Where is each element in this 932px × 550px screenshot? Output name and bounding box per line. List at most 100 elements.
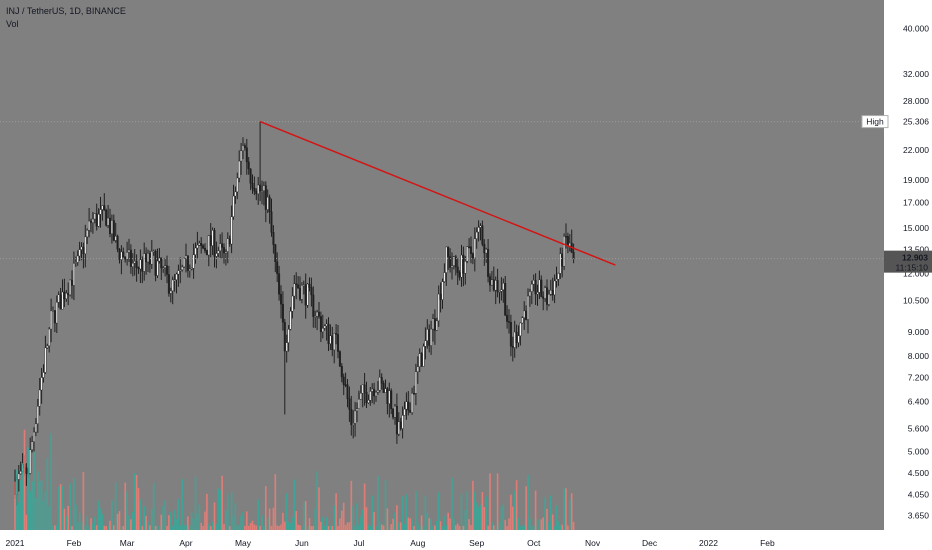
candle-body: [490, 279, 493, 286]
candle-body: [36, 406, 39, 425]
volume-bar: [521, 525, 524, 530]
candle-body: [160, 257, 163, 269]
candle-body: [203, 247, 206, 251]
volume-bar: [323, 525, 326, 530]
volume-bar: [367, 524, 370, 530]
time-tick-label: Mar: [120, 538, 135, 548]
volume-bar: [352, 506, 354, 530]
volume-bar: [56, 525, 58, 530]
candle-body: [183, 258, 186, 268]
volume-bar: [403, 523, 406, 530]
volume-bar: [358, 524, 360, 530]
candle-body: [65, 292, 68, 300]
volume-bar: [299, 525, 301, 530]
volume-bar: [420, 515, 423, 530]
candle-body: [31, 441, 34, 450]
price-tick-label: 15.000: [903, 223, 929, 233]
volume-bar: [168, 515, 170, 530]
candle-body: [557, 273, 560, 280]
candle-body: [112, 220, 115, 241]
candle-body: [61, 291, 64, 310]
volume-bar: [124, 482, 126, 530]
candle-body: [232, 195, 235, 217]
candle-body: [207, 235, 210, 256]
volume-bar: [46, 458, 49, 530]
volume-bar: [536, 519, 539, 530]
candle-body: [213, 230, 216, 257]
volume-bar: [247, 525, 250, 530]
candle-body: [352, 423, 355, 426]
candle-body: [319, 316, 322, 333]
candle-body: [289, 310, 292, 330]
volume-bar: [453, 519, 455, 530]
volume-bar: [375, 525, 377, 530]
volume-bar: [23, 429, 26, 530]
candle-body: [346, 384, 349, 399]
volume-bar: [413, 525, 415, 530]
volume-bar: [263, 525, 265, 530]
candle-body: [422, 346, 425, 367]
volume-bar: [390, 524, 392, 530]
candle-body: [371, 388, 374, 392]
candle-body: [253, 187, 256, 192]
candle-body: [513, 331, 516, 348]
candle-body: [67, 292, 70, 296]
volume-bar: [411, 519, 413, 530]
volume-label[interactable]: Vol: [6, 19, 19, 29]
volume-bar: [86, 516, 88, 530]
volume-bar: [360, 516, 362, 530]
symbol-title[interactable]: INJ / TetherUS, 1D, BINANCE: [6, 6, 126, 16]
candle-body: [164, 265, 167, 269]
candle-body: [399, 421, 402, 429]
volume-bar: [194, 476, 197, 530]
candle-body: [78, 249, 81, 257]
volume-bar: [456, 523, 459, 530]
candle-body: [452, 256, 455, 266]
volume-bar: [295, 510, 297, 530]
volume-bar: [215, 524, 218, 530]
volume-bar: [489, 473, 491, 530]
candle-body: [17, 473, 20, 480]
candle-body: [278, 273, 281, 295]
candle-body: [97, 214, 100, 227]
volume-bar: [504, 520, 506, 530]
volume-bar: [434, 525, 436, 530]
candle-body: [357, 398, 360, 409]
volume-bar: [19, 480, 22, 530]
candle-body: [479, 225, 482, 228]
volume-bar: [113, 525, 115, 530]
volume-bar: [304, 501, 307, 530]
candle-body: [276, 261, 279, 274]
candle-body: [297, 284, 300, 289]
volume-bar: [407, 517, 410, 530]
candle-body: [105, 210, 108, 226]
volume-bar: [209, 525, 212, 530]
time-tick-label: Jul: [353, 538, 364, 548]
candle-body: [384, 388, 387, 393]
volume-bar: [563, 488, 565, 530]
volume-bar: [126, 491, 128, 530]
candle-body: [318, 311, 321, 317]
candle-body: [424, 340, 427, 347]
candle-body: [498, 291, 501, 293]
volume-bar: [399, 522, 402, 530]
volume-bar: [346, 522, 349, 530]
candle-body: [80, 246, 83, 250]
volume-bar: [61, 485, 64, 530]
volume-bar: [415, 491, 417, 530]
candle-body: [333, 333, 336, 351]
volume-bar: [398, 522, 400, 530]
candle-body: [348, 398, 351, 410]
candle-body: [430, 328, 433, 346]
time-tick-label: Dec: [642, 538, 658, 548]
volume-bar: [200, 522, 202, 530]
volume-bar: [542, 517, 544, 530]
volume-bar: [386, 508, 389, 530]
candle-body: [407, 401, 410, 411]
candle-body: [40, 377, 43, 391]
candle-body: [460, 254, 463, 278]
candle-body: [169, 290, 172, 294]
volume-bar: [515, 480, 518, 530]
candle-body: [89, 220, 92, 223]
